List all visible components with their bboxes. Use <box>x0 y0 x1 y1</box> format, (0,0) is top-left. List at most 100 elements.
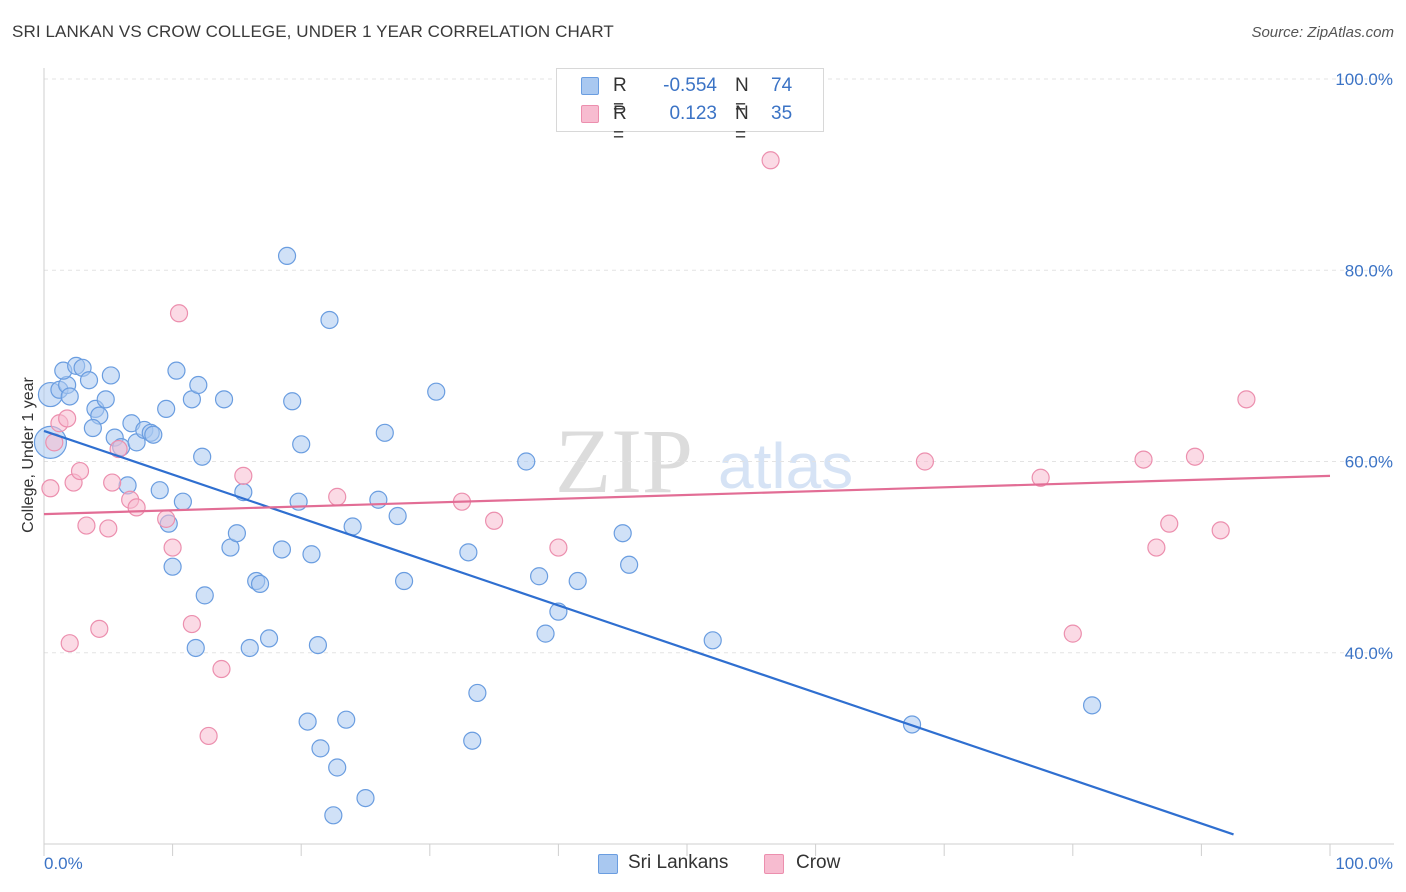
sri-lankans-point <box>277 246 297 266</box>
legend-r-label: R = <box>613 75 627 118</box>
correlation-legend: R = -0.554 N = 74 R = 0.123 N = 35 <box>556 68 824 146</box>
crow-point <box>915 452 935 471</box>
crow-point <box>234 466 253 485</box>
legend-r-label: R = <box>613 103 627 146</box>
sri-lankans-point <box>324 806 343 825</box>
sri-lankans-point <box>193 447 212 466</box>
sri-lankans-point <box>214 390 234 409</box>
crow-point <box>549 538 568 557</box>
sri-lankans-trend-line <box>43 429 1234 836</box>
legend-swatch-crow <box>581 105 599 123</box>
source-label: Source: ZipAtlas.com <box>1251 24 1394 41</box>
sri-lankans-point <box>189 375 208 395</box>
sri-lankans-point <box>369 490 388 509</box>
sri-lankans-point <box>240 638 259 658</box>
crow-point <box>1134 450 1153 469</box>
sri-lankans-point <box>620 555 639 574</box>
crow-point <box>1063 624 1082 643</box>
crow-points <box>41 151 1256 746</box>
crow-point <box>77 516 96 535</box>
legend-r-value: -0.554 <box>663 75 717 96</box>
crow-point <box>41 479 60 498</box>
sri-lankans-point <box>613 524 632 543</box>
sri-lankans-point <box>568 571 587 591</box>
sri-lankans-point <box>163 557 182 576</box>
sri-lankans-point <box>167 361 186 380</box>
grid-lines <box>44 78 1394 654</box>
sri-lankans-point <box>227 524 246 543</box>
sri-lankans-point <box>530 567 549 586</box>
bottom-legend-label-sri-lankans: Sri Lankans <box>628 852 729 873</box>
crow-point <box>1237 390 1256 409</box>
crow-point <box>328 487 347 506</box>
crow-point <box>60 634 79 653</box>
crow-point <box>761 151 780 170</box>
sri-lankans-points <box>33 246 1102 825</box>
crow-point <box>157 509 176 528</box>
sri-lankans-point <box>157 399 176 419</box>
sri-lankans-point <box>83 418 102 438</box>
sri-lankans-point <box>195 586 214 605</box>
sri-lankans-point <box>517 452 536 471</box>
crow-point <box>99 519 118 538</box>
y-tick-label: 100.0% <box>1335 70 1393 89</box>
sri-lankans-point <box>311 739 330 758</box>
sri-lankans-point <box>60 387 79 406</box>
sri-lankans-point <box>320 310 339 330</box>
sri-lankans-point <box>144 425 163 444</box>
bottom-legend-swatch-sri-lankans <box>598 854 618 874</box>
crow-point <box>103 473 122 492</box>
sri-lankans-point <box>468 683 487 703</box>
sri-lankans-point <box>427 382 446 401</box>
crow-point <box>1160 514 1179 533</box>
sri-lankans-point <box>703 631 722 650</box>
crow-point <box>1211 521 1230 540</box>
y-tick-labels: 40.0% 60.0% 80.0% 100.0% <box>1335 70 1393 663</box>
y-tick-label: 60.0% <box>1345 453 1393 472</box>
crow-point <box>70 461 90 481</box>
y-tick-label: 80.0% <box>1345 261 1393 280</box>
legend-n-value: 74 <box>771 75 793 96</box>
sri-lankans-point <box>150 481 169 500</box>
sri-lankans-point <box>394 571 414 591</box>
sri-lankans-point <box>101 366 120 385</box>
sri-lankans-point <box>96 390 115 409</box>
sri-lankans-point <box>79 371 99 390</box>
sri-lankans-point <box>292 435 311 454</box>
crow-point <box>58 409 77 428</box>
sri-lankans-point <box>272 540 292 559</box>
sri-lankans-point <box>308 635 328 655</box>
chart-title: SRI LANKAN VS CROW COLLEGE, UNDER 1 YEAR… <box>12 22 614 41</box>
y-tick-label: 40.0% <box>1345 644 1393 663</box>
crow-trend-line <box>43 474 1331 516</box>
sri-lankans-point <box>459 543 478 562</box>
crow-point <box>163 538 182 557</box>
trend-lines <box>43 429 1331 836</box>
bottom-legend-swatch-crow <box>764 854 784 874</box>
sri-lankans-point <box>328 758 347 777</box>
sri-lankans-point <box>259 629 279 648</box>
crow-point <box>182 614 201 634</box>
crow-point <box>1185 447 1205 466</box>
sri-lankans-point <box>186 638 205 658</box>
sri-lankans-point <box>463 731 482 750</box>
crow-point <box>90 619 109 638</box>
sri-lankans-point <box>302 545 321 564</box>
sri-lankans-point <box>1082 696 1102 715</box>
x-tick-label: 0.0% <box>44 854 83 873</box>
legend-n-label: N = <box>735 75 749 118</box>
sri-lankans-point <box>375 423 394 442</box>
crow-point <box>169 304 189 323</box>
x-tick-label: 100.0% <box>1335 854 1393 873</box>
sri-lankans-point <box>173 492 192 511</box>
y-axis-title: College, Under 1 year <box>20 377 37 533</box>
crow-point <box>1147 538 1166 557</box>
sri-lankans-point <box>298 712 317 731</box>
sri-lankans-point <box>356 788 375 808</box>
crow-point <box>127 498 146 517</box>
sri-lankans-point <box>250 574 270 594</box>
sri-lankans-point <box>536 624 555 643</box>
x-tick-labels: 0.0% 100.0% <box>44 854 1393 873</box>
crow-point <box>485 511 504 530</box>
